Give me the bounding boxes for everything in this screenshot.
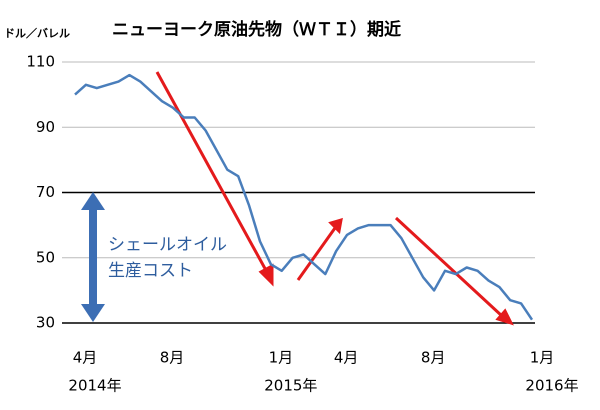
year-label: 2016年 bbox=[525, 377, 578, 395]
x-tick-label: 1月 bbox=[269, 349, 294, 367]
chart-title: ニューヨーク原油先物（ＷＴＩ）期近 bbox=[112, 19, 401, 40]
price-line bbox=[74, 73, 534, 321]
year-label: 2015年 bbox=[264, 377, 317, 395]
x-tick-label: 4月 bbox=[73, 349, 98, 367]
range-arrow bbox=[81, 192, 105, 322]
arrows bbox=[155, 71, 514, 326]
y-unit: ドル／バレル bbox=[4, 27, 70, 40]
arrow-head bbox=[81, 192, 105, 210]
year-label: 2014年 bbox=[68, 377, 121, 395]
grid bbox=[62, 61, 535, 324]
y-tick-label: 30 bbox=[36, 314, 55, 332]
arrow-head bbox=[328, 217, 343, 235]
arrow-head bbox=[495, 308, 514, 326]
y-tick-label: 90 bbox=[36, 118, 55, 136]
arrow-head bbox=[81, 304, 105, 322]
x-tick-label: 8月 bbox=[421, 349, 446, 367]
trend-arrow bbox=[296, 227, 337, 281]
x-tick-label: 4月 bbox=[334, 349, 359, 367]
annotation: シェールオイル bbox=[108, 235, 227, 255]
y-tick-label: 110 bbox=[26, 53, 55, 71]
trend-arrow bbox=[155, 71, 270, 275]
annotation: 生産コスト bbox=[108, 261, 193, 281]
arrow-head bbox=[258, 263, 274, 287]
x-tick-label: 8月 bbox=[160, 349, 185, 367]
x-tick-label: 1月 bbox=[530, 349, 555, 367]
arrow-shaft bbox=[89, 205, 97, 309]
y-tick-label: 70 bbox=[36, 183, 55, 201]
trend-arrow bbox=[394, 216, 504, 318]
y-tick-label: 50 bbox=[36, 248, 55, 266]
